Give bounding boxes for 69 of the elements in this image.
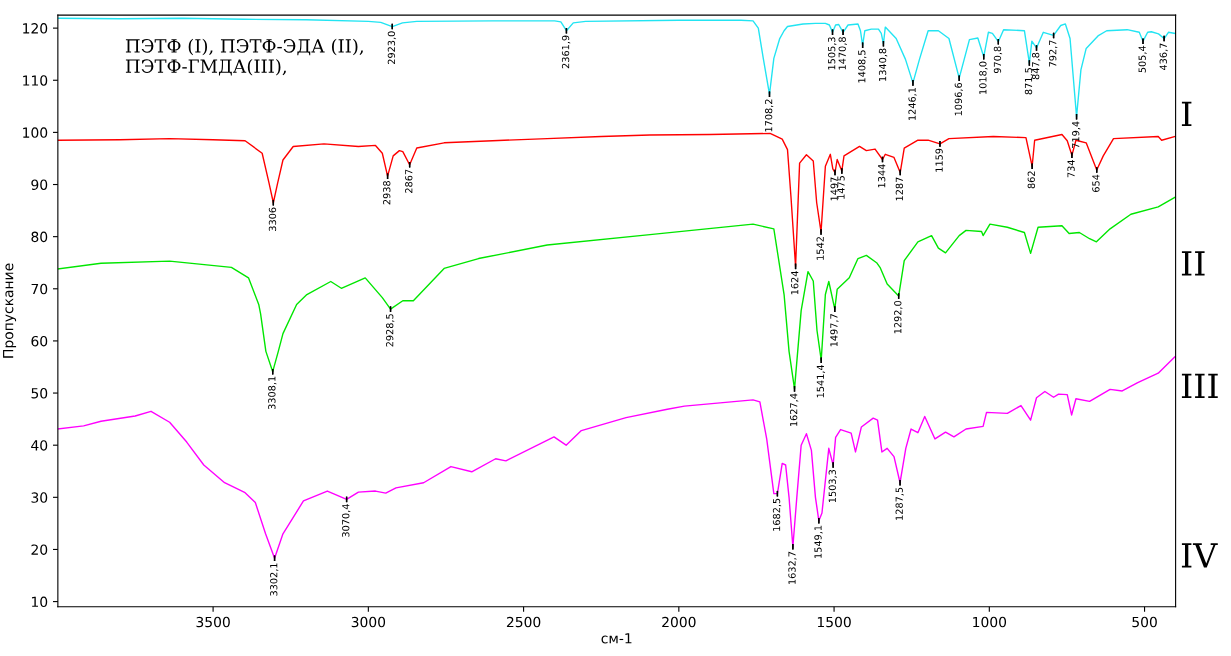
y-tick-label: 50 [31, 388, 48, 399]
annotation: 1503,3 [828, 469, 837, 503]
annotation: 1549,1 [814, 525, 823, 558]
annotation: 1287,5 [895, 487, 904, 520]
text: II [1181, 251, 1205, 276]
annotation: 1344 [877, 164, 886, 188]
annotation: 1096,6 [954, 82, 964, 116]
x-tick-label: 2000 [662, 616, 696, 628]
annotation: 862 [1027, 171, 1035, 189]
annotation: 871,5 [1024, 68, 1034, 95]
annotation: 1159 [935, 148, 943, 172]
annotation: 719,4 [1072, 121, 1081, 148]
annotation: 2923,0 [387, 31, 397, 65]
annotation: 3302,1 [270, 563, 279, 596]
x-tick-label: 500 [1132, 616, 1157, 628]
annotation: 792,7 [1049, 40, 1058, 67]
y-tick-label: 120 [23, 23, 48, 34]
annotation: 847,8 [1031, 52, 1041, 80]
y-tick-label: 30 [31, 492, 48, 503]
y-tick-label: 100 [23, 127, 48, 138]
y-tick-label: 70 [31, 283, 48, 295]
y-tick-label: 60 [31, 335, 48, 347]
annotation: 1340,8 [878, 48, 888, 81]
x-tick-label: 1500 [817, 616, 851, 628]
y-tick-label: 40 [31, 440, 48, 451]
text: III [1181, 373, 1218, 399]
annotation: 1287 [895, 177, 904, 201]
annotation: 1505,3 [827, 37, 837, 70]
annotation: 1018,0 [979, 61, 988, 94]
x-tick-label: 3000 [351, 616, 386, 628]
annotation: 1408,5 [858, 50, 867, 83]
annotation: 1632,7 [788, 551, 797, 584]
annotation: 505,4 [1138, 45, 1147, 73]
annotation: 3306 [268, 207, 277, 231]
annotation: ПЭТФ (I), ПЭТФ-ЭДА (II), ПЭТФ-ГМДА(III), [125, 38, 363, 76]
y-tick-label: 10 [31, 596, 48, 608]
annotation: 3308,1 [268, 376, 277, 410]
x-tick-label: 1000 [973, 616, 1007, 628]
annotation: 436,7 [1159, 43, 1168, 71]
text: IV [1181, 543, 1218, 568]
annotation: 970,8 [993, 46, 1003, 74]
annotation: 1475 [837, 175, 845, 199]
annotation: 1624 [791, 271, 799, 295]
x-tick-label: 2500 [506, 616, 541, 628]
annotation: 1497,7 [830, 314, 839, 347]
y-axis-title: Пропускание [3, 263, 17, 358]
annotation: 1470,8 [838, 37, 847, 70]
x-tick-label: 3500 [196, 616, 230, 628]
annotation: 2928,5 [386, 314, 395, 347]
annotation: 2938 [383, 181, 391, 205]
annotation: 1497 [830, 177, 838, 201]
annotation: 1708,2 [764, 99, 774, 132]
series-label: I [1181, 101, 1192, 126]
y-tick-label: 110 [23, 75, 48, 86]
annotation: 1246,1 [908, 87, 917, 120]
annotation: 1292,0 [894, 300, 903, 334]
annotation: 2361,9 [561, 35, 571, 69]
annotation: 1541,4 [816, 364, 826, 398]
y-tick-label: 90 [31, 179, 48, 190]
y-tick-label: 80 [31, 231, 48, 243]
y-tick-label: 20 [31, 544, 48, 555]
annotation: 734 [1067, 160, 1075, 178]
annotation: 1682,5 [772, 498, 782, 531]
x-axis-title: см-1 [601, 633, 632, 644]
annotation: 1542 [816, 237, 824, 260]
annotation: 1627,4 [789, 393, 799, 426]
annotation: 3070,4 [342, 504, 351, 537]
annotation: 654 [1092, 174, 1100, 192]
annotation: 2867 [405, 169, 413, 193]
